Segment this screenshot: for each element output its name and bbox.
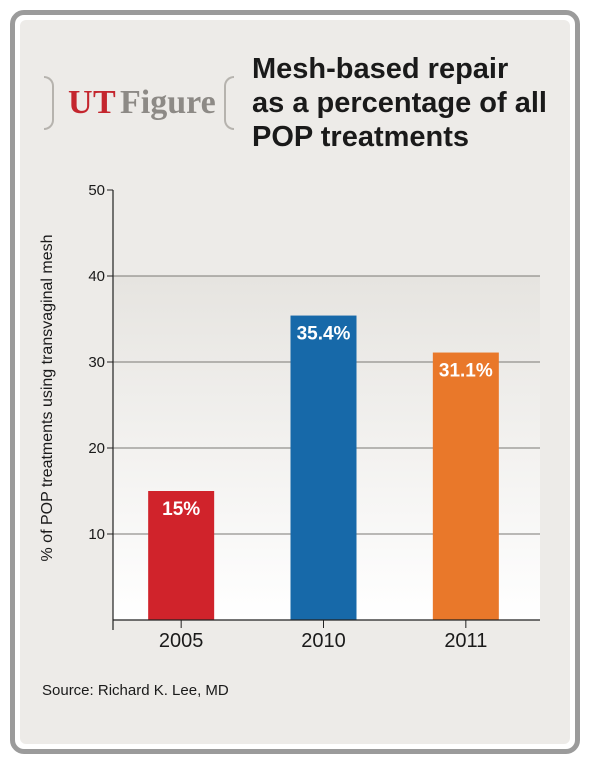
title-line-3: POP treatments: [252, 121, 470, 153]
data-label-2010: 35.4%: [297, 324, 351, 345]
x-tick-label-2011: 2011: [444, 630, 487, 652]
y-tick-label: 30: [88, 354, 105, 371]
bar-2010: [290, 315, 357, 620]
y-tick-label: 50: [88, 182, 105, 199]
y-axis-label: % of POP treatments using transvaginal m…: [39, 235, 56, 562]
x-tick-label-2005: 2005: [159, 630, 204, 652]
data-label-2005: 15%: [162, 499, 200, 520]
badge-ut-text: UT: [68, 84, 117, 121]
data-label-2011: 31.1%: [439, 361, 493, 382]
bar-2011: [432, 352, 499, 620]
y-tick-label: 10: [88, 526, 105, 543]
ut-figure-badge: UT Figure: [44, 76, 236, 134]
y-tick-label: 20: [88, 440, 105, 457]
source-note: Source: Richard K. Lee, MD: [42, 682, 229, 699]
badge-figure-text: Figure: [120, 84, 216, 121]
title-line-1: Mesh-based repair: [252, 53, 509, 85]
chart-title: Mesh-based repair as a percentage of all…: [252, 52, 562, 154]
title-line-2: as a percentage of all: [252, 87, 547, 119]
y-tick-label: 40: [88, 268, 105, 285]
bar-2005: [148, 491, 215, 620]
x-tick-label-2010: 2010: [301, 630, 346, 652]
right-bracket-icon: [224, 76, 234, 130]
